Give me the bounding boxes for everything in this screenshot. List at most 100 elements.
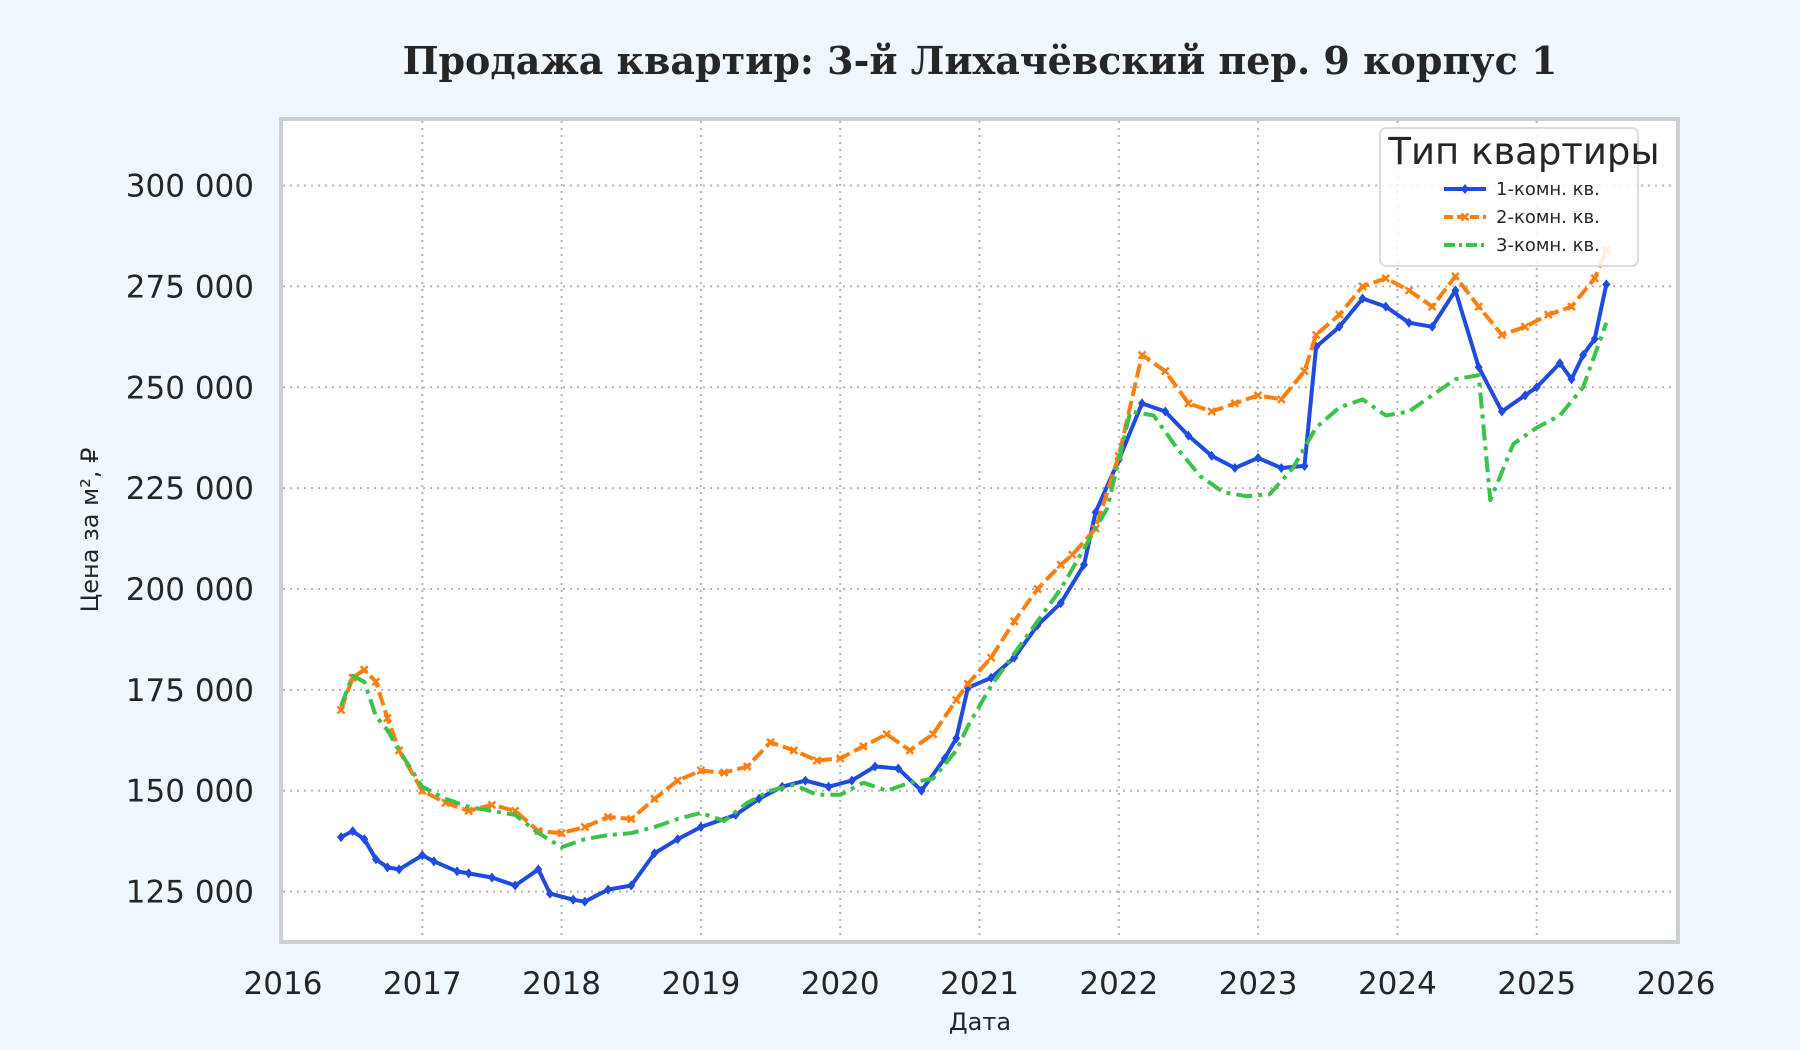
data-point — [626, 814, 636, 824]
data-point — [1160, 366, 1170, 376]
data-point — [1254, 452, 1263, 463]
data-point — [534, 864, 543, 875]
data-point — [1009, 616, 1019, 626]
data-point — [1520, 322, 1530, 332]
y-tick-label: 225 000 — [126, 471, 254, 507]
data-point — [383, 713, 392, 723]
data-point — [1358, 293, 1367, 304]
data-point — [348, 826, 357, 837]
series-line — [339, 322, 1609, 850]
data-point — [1532, 382, 1541, 393]
data-point — [1230, 462, 1239, 473]
x-tick-label: 2017 — [383, 966, 462, 1002]
data-point — [1230, 399, 1240, 408]
data-point — [453, 866, 462, 877]
data-point — [1451, 271, 1460, 281]
y-tick-label: 150 000 — [126, 774, 254, 810]
grid — [283, 121, 1676, 940]
data-point — [1137, 350, 1147, 360]
data-point — [1184, 399, 1193, 408]
data-point — [337, 832, 346, 843]
data-point — [1253, 390, 1263, 400]
tick-labels: 2016 2017 2018 2019 2020 2021 2022 2023 2024 2025… — [126, 169, 1716, 1002]
data-point — [569, 894, 578, 905]
data-point — [1276, 394, 1286, 404]
data-point — [1335, 321, 1344, 332]
data-point — [360, 834, 369, 845]
data-point — [1567, 302, 1576, 311]
data-point — [1079, 559, 1088, 570]
data-point — [580, 896, 589, 907]
y-tick-label: 250 000 — [126, 370, 254, 406]
data-point — [1590, 333, 1599, 344]
data-point — [847, 775, 856, 786]
data-point — [627, 880, 636, 891]
x-tick-label: 2016 — [244, 966, 323, 1002]
y-tick-label: 275 000 — [126, 269, 254, 305]
data-point — [1358, 282, 1367, 291]
data-point — [650, 794, 659, 804]
legend-title: Тип квартиры — [1387, 130, 1659, 173]
data-point — [801, 775, 810, 786]
data-point — [812, 756, 822, 765]
data-point — [336, 705, 346, 715]
data-point — [1207, 450, 1216, 461]
data-point — [1056, 598, 1065, 609]
data-point — [696, 822, 705, 833]
data-point — [1497, 330, 1507, 340]
data-point — [1427, 302, 1437, 311]
data-point — [952, 733, 961, 744]
data-point — [1521, 390, 1530, 401]
x-tick-label: 2022 — [1079, 966, 1158, 1002]
data-point — [1067, 550, 1077, 560]
data-point — [557, 828, 566, 838]
data-point — [1091, 507, 1100, 518]
data-point — [1555, 358, 1564, 369]
data-point — [1161, 406, 1170, 417]
data-point — [882, 729, 892, 739]
data-point — [1334, 310, 1344, 320]
data-point — [1381, 273, 1391, 283]
x-tick-label: 2019 — [661, 966, 740, 1002]
x-tick-label: 2024 — [1358, 966, 1437, 1002]
data-point — [395, 864, 404, 875]
data-point — [511, 880, 520, 891]
data-point — [1381, 301, 1390, 312]
legend-label: 2-комн. кв. — [1496, 207, 1600, 228]
series-1 — [337, 279, 1611, 907]
data-point — [359, 665, 369, 675]
data-point — [963, 679, 973, 689]
x-tick-label: 2025 — [1497, 966, 1576, 1002]
data-point — [1404, 286, 1414, 295]
data-point — [1451, 285, 1460, 296]
data-point — [917, 785, 926, 796]
data-point — [905, 745, 915, 755]
series-2 — [336, 245, 1611, 838]
x-tick-label: 2026 — [1637, 966, 1716, 1002]
data-point — [951, 695, 961, 705]
data-point — [429, 856, 438, 867]
y-axis-label: Цена за м², ₽ — [76, 448, 104, 613]
series-group — [336, 245, 1611, 907]
data-point — [1497, 406, 1506, 417]
legend-box — [1379, 127, 1639, 267]
x-tick-label: 2018 — [522, 966, 601, 1002]
data-point — [789, 745, 799, 755]
x-tick-label: 2021 — [940, 966, 1019, 1002]
x-axis-label: Дата — [949, 1008, 1011, 1036]
legend-label: 1-комн. кв. — [1496, 179, 1600, 200]
series-line — [340, 283, 1609, 904]
data-point — [604, 884, 613, 895]
data-point — [1300, 460, 1309, 471]
data-point — [1184, 430, 1193, 441]
data-point — [1474, 362, 1483, 373]
chart-title: Продажа квартир: 3-й Лихачёвский пер. 9 … — [403, 38, 1558, 83]
data-point — [487, 800, 497, 810]
data-point — [835, 754, 845, 763]
legend-item-1: 1-комн. кв. — [1444, 179, 1600, 200]
series-3 — [339, 322, 1609, 850]
y-tick-label: 200 000 — [126, 572, 254, 608]
x-tick-label: 2023 — [1219, 966, 1298, 1002]
data-point — [545, 888, 554, 899]
